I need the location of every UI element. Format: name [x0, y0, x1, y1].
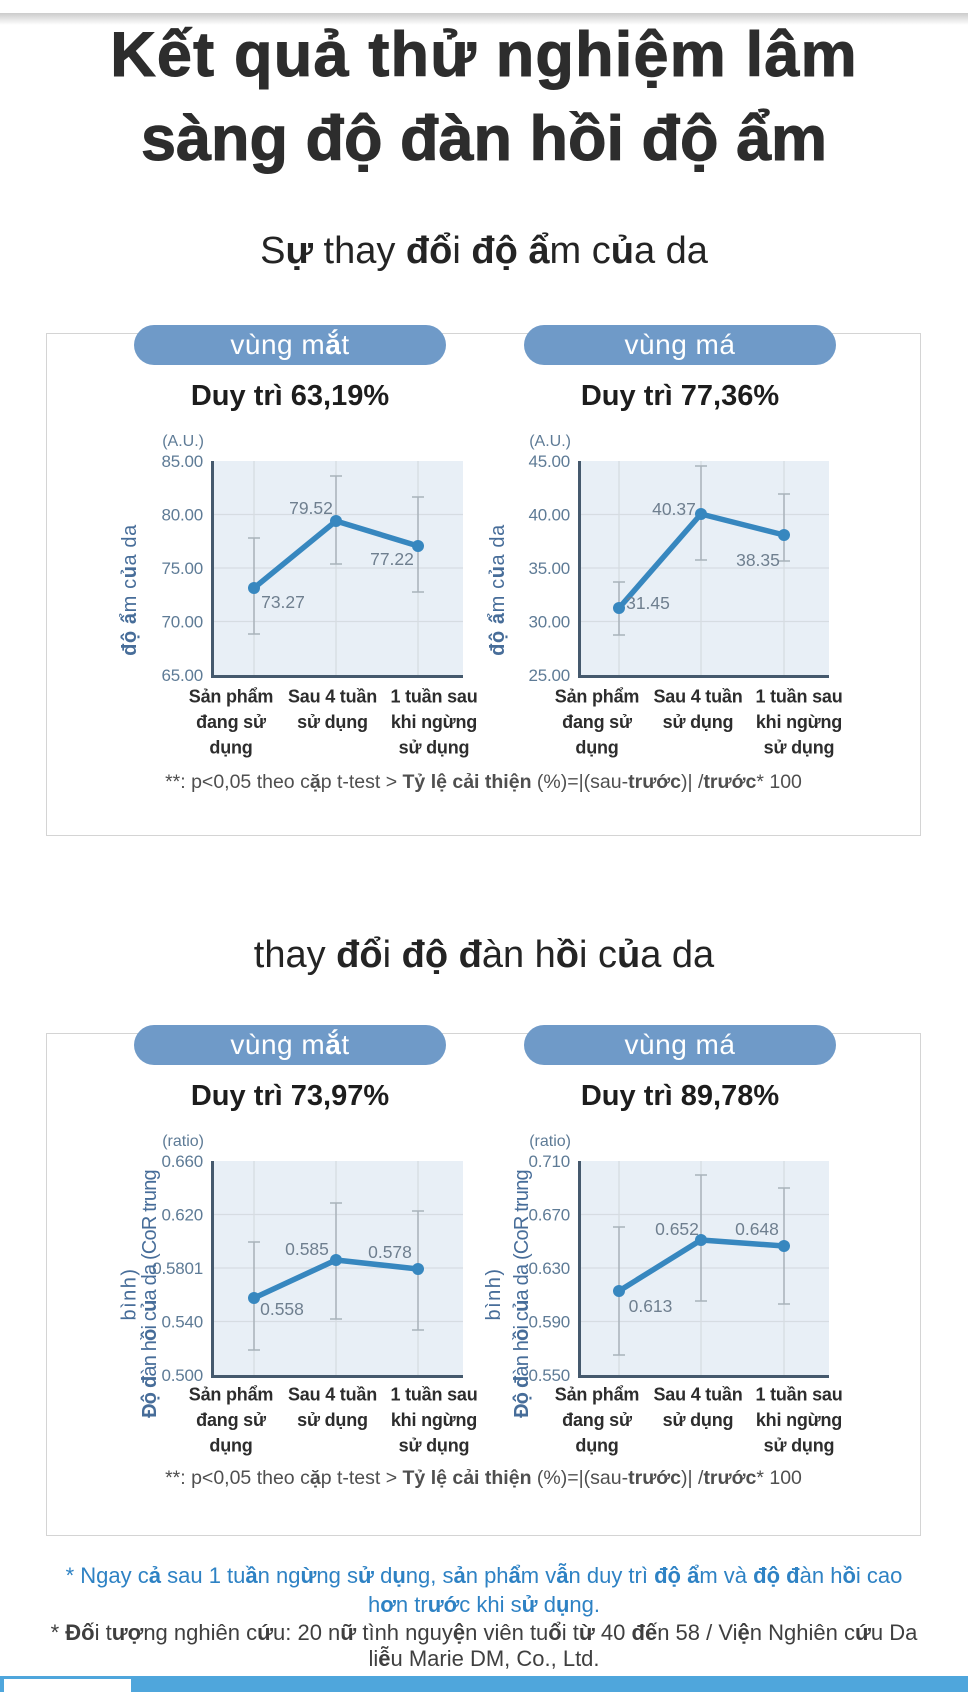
svg-text:sử dụng: sử dụng	[297, 712, 368, 732]
svg-text:đang sử: đang sử	[196, 1410, 267, 1430]
svg-text:0.710: 0.710	[528, 1152, 570, 1171]
svg-text:sử dụng: sử dụng	[399, 737, 470, 757]
svg-text:(A.U.): (A.U.)	[162, 433, 204, 450]
svg-text:sử dụng: sử dụng	[663, 712, 734, 732]
svg-text:0.652: 0.652	[655, 1219, 699, 1239]
svg-text:77.22: 77.22	[370, 549, 414, 569]
svg-text:0.500: 0.500	[161, 1366, 203, 1385]
svg-text:0.660: 0.660	[161, 1152, 203, 1171]
svg-text:80.00: 80.00	[161, 506, 203, 525]
svg-text:0.558: 0.558	[260, 1299, 304, 1319]
svg-text:sử dụng: sử dụng	[663, 1410, 734, 1430]
svg-text:sử dụng: sử dụng	[764, 1435, 835, 1455]
svg-text:Sản phẩm: Sản phẩm	[555, 1384, 639, 1404]
svg-text:Sau 4 tuần: Sau 4 tuần	[653, 1384, 742, 1404]
svg-text:65.00: 65.00	[161, 666, 203, 685]
svg-text:0.590: 0.590	[528, 1313, 570, 1332]
svg-text:khi ngừng: khi ngừng	[756, 1410, 842, 1430]
svg-text:Độ đàn hồi của da (CoR trung: Độ đàn hồi của da (CoR trung	[139, 1170, 161, 1418]
svg-text:0.550: 0.550	[528, 1366, 570, 1385]
svg-text:sử dụng: sử dụng	[764, 737, 835, 757]
svg-text:Sau 4 tuần: Sau 4 tuần	[288, 686, 377, 706]
svg-text:0.648: 0.648	[735, 1219, 779, 1239]
svg-text:độ ẩm của da: độ ẩm của da	[119, 524, 141, 656]
svg-text:dụng: dụng	[209, 737, 252, 757]
svg-text:dụng: dụng	[575, 737, 618, 757]
svg-text:đang sử: đang sử	[562, 712, 633, 732]
svg-text:0.620: 0.620	[161, 1206, 203, 1225]
svg-text:Sản phẩm: Sản phẩm	[189, 1384, 273, 1404]
svg-text:0.540: 0.540	[161, 1313, 203, 1332]
svg-text:1 tuần sau: 1 tuần sau	[755, 1384, 842, 1404]
svg-text:0.613: 0.613	[629, 1296, 673, 1316]
svg-text:Sau 4 tuần: Sau 4 tuần	[288, 1384, 377, 1404]
svg-text:độ ẩm của da: độ ẩm của da	[487, 524, 509, 656]
svg-text:sử dụng: sử dụng	[399, 1435, 470, 1455]
svg-text:25.00: 25.00	[528, 666, 570, 685]
svg-text:38.35: 38.35	[736, 550, 780, 570]
svg-text:30.00: 30.00	[528, 613, 570, 632]
svg-text:85.00: 85.00	[161, 452, 203, 471]
svg-text:đang sử: đang sử	[562, 1410, 633, 1430]
svg-text:1 tuần sau: 1 tuần sau	[390, 686, 477, 706]
svg-text:khi ngừng: khi ngừng	[391, 1410, 477, 1430]
svg-text:bình): bình)	[119, 1267, 141, 1320]
svg-text:dụng: dụng	[575, 1435, 618, 1455]
svg-text:Độ đàn hồi của da (CoR trung: Độ đàn hồi của da (CoR trung	[511, 1170, 533, 1418]
svg-text:0.578: 0.578	[368, 1242, 412, 1262]
svg-text:bình): bình)	[483, 1267, 505, 1320]
svg-text:73.27: 73.27	[261, 592, 305, 612]
svg-text:35.00: 35.00	[528, 559, 570, 578]
svg-text:sử dụng: sử dụng	[297, 1410, 368, 1430]
svg-text:Sản phẩm: Sản phẩm	[189, 686, 273, 706]
svg-text:Sản phẩm: Sản phẩm	[555, 686, 639, 706]
svg-text:dụng: dụng	[209, 1435, 252, 1455]
svg-text:0.630: 0.630	[528, 1259, 570, 1278]
svg-text:đang sử: đang sử	[196, 712, 267, 732]
svg-text:(ratio): (ratio)	[529, 1133, 571, 1150]
svg-text:0.585: 0.585	[285, 1239, 329, 1259]
svg-text:79.52: 79.52	[289, 498, 333, 518]
svg-text:(A.U.): (A.U.)	[529, 433, 571, 450]
svg-text:40.37: 40.37	[652, 499, 696, 519]
svg-text:40.00: 40.00	[528, 506, 570, 525]
svg-text:khi ngừng: khi ngừng	[391, 712, 477, 732]
svg-text:45.00: 45.00	[528, 452, 570, 471]
svg-text:1 tuần sau: 1 tuần sau	[390, 1384, 477, 1404]
svg-text:31.45: 31.45	[626, 593, 670, 613]
svg-text:75.00: 75.00	[161, 559, 203, 578]
svg-text:0.5801: 0.5801	[152, 1259, 203, 1278]
svg-text:0.670: 0.670	[528, 1206, 570, 1225]
svg-text:Sau 4 tuần: Sau 4 tuần	[653, 686, 742, 706]
svg-text:khi ngừng: khi ngừng	[756, 712, 842, 732]
svg-text:70.00: 70.00	[161, 613, 203, 632]
svg-text:(ratio): (ratio)	[162, 1133, 204, 1150]
svg-text:1 tuần sau: 1 tuần sau	[755, 686, 842, 706]
